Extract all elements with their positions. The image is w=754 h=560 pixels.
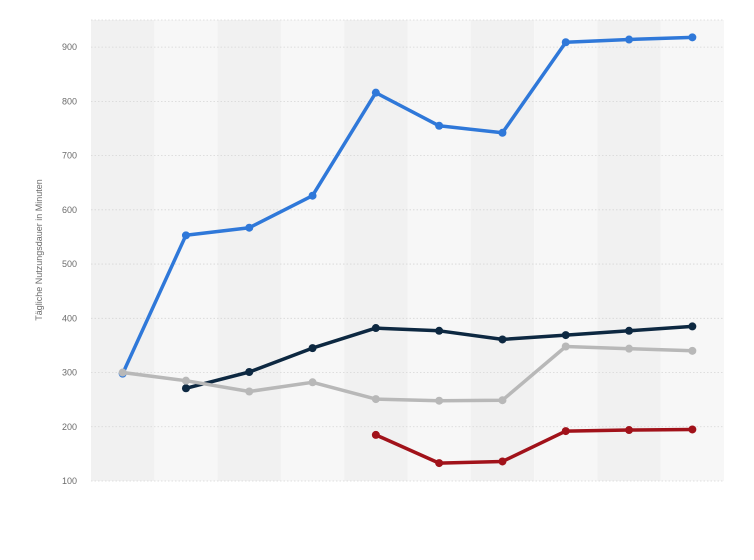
data-point xyxy=(181,384,190,393)
y-tick-label: 700 xyxy=(62,151,77,161)
data-point xyxy=(245,223,254,232)
data-point xyxy=(371,88,380,97)
y-tick-label: 600 xyxy=(62,205,77,215)
data-point xyxy=(498,128,507,137)
y-tick-label: 500 xyxy=(62,259,77,269)
series-lines xyxy=(118,33,697,468)
data-point xyxy=(371,324,380,333)
alternating-column-bands xyxy=(91,20,724,481)
column-band xyxy=(344,20,408,481)
data-point xyxy=(688,33,697,42)
data-point xyxy=(498,335,507,344)
data-point xyxy=(561,342,570,351)
data-point xyxy=(688,425,697,434)
data-point xyxy=(625,426,634,435)
y-axis-ticks: 100 200 300 400 500 600 700 800 900 xyxy=(62,42,77,486)
data-point xyxy=(625,344,634,353)
series-4 xyxy=(371,425,697,468)
data-point xyxy=(435,326,444,335)
series-line xyxy=(120,35,695,376)
data-point xyxy=(371,395,380,404)
column-band xyxy=(154,20,218,481)
data-point xyxy=(561,427,570,436)
series-3 xyxy=(118,342,697,405)
data-point xyxy=(435,459,444,468)
data-point xyxy=(498,396,507,405)
data-point xyxy=(435,121,444,130)
y-tick-label: 300 xyxy=(62,368,77,378)
data-point xyxy=(435,396,444,405)
y-axis-title: Tägliche Nutzungsdauer in Minuten xyxy=(34,179,44,321)
column-band xyxy=(91,20,155,481)
data-point xyxy=(181,231,190,240)
data-point xyxy=(181,376,190,385)
y-tick-label: 400 xyxy=(62,313,77,323)
y-tick-label: 100 xyxy=(62,476,77,486)
y-tick-label: 800 xyxy=(62,96,77,106)
column-band xyxy=(470,20,535,481)
data-point xyxy=(245,367,254,376)
data-point xyxy=(308,378,317,387)
data-point xyxy=(498,457,507,466)
y-tick-label: 900 xyxy=(62,42,77,52)
data-point xyxy=(625,35,634,44)
column-band xyxy=(597,20,661,481)
series-2 xyxy=(181,322,697,393)
data-point xyxy=(308,191,317,200)
data-point xyxy=(308,344,317,353)
data-point xyxy=(561,38,570,47)
data-point xyxy=(625,326,634,335)
column-band xyxy=(534,20,598,481)
y-tick-label: 200 xyxy=(62,422,77,432)
gridlines xyxy=(91,19,724,482)
data-point xyxy=(118,368,127,377)
series-line xyxy=(120,344,695,403)
data-point xyxy=(245,387,254,396)
column-band xyxy=(407,20,471,481)
column-band xyxy=(280,20,345,481)
data-point xyxy=(688,322,697,331)
series-line xyxy=(374,427,695,465)
column-band xyxy=(660,20,724,481)
data-point xyxy=(371,430,380,439)
column-band xyxy=(217,20,281,481)
data-point xyxy=(561,331,570,340)
data-point xyxy=(688,346,697,355)
